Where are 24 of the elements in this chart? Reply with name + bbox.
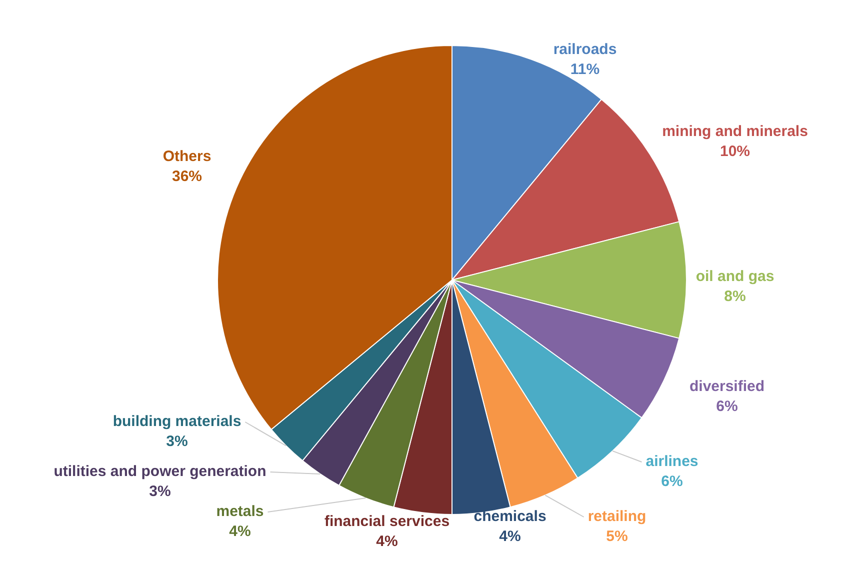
data-label: 3% bbox=[149, 483, 171, 500]
slice-label: chemicals bbox=[474, 508, 546, 526]
data-label: 8% bbox=[724, 288, 746, 306]
slice-label: railroads bbox=[553, 41, 617, 58]
slice-label: Others bbox=[162, 148, 212, 166]
data-label: 4% bbox=[229, 523, 251, 540]
slice-label: diversified bbox=[689, 378, 765, 396]
slice-label: metals bbox=[216, 503, 264, 520]
data-label: 10% bbox=[720, 143, 750, 160]
data-label: 4% bbox=[499, 528, 521, 546]
data-label: 6% bbox=[716, 398, 738, 416]
slice-label: oil and gas bbox=[696, 268, 774, 286]
slice-label: utilities and power generation bbox=[54, 463, 266, 480]
data-label: 5% bbox=[606, 528, 628, 546]
slice-label: building materials bbox=[112, 413, 242, 430]
data-label: 4% bbox=[376, 533, 398, 550]
data-label: 3% bbox=[166, 433, 188, 450]
data-label: 36% bbox=[172, 168, 202, 186]
data-label: 11% bbox=[570, 61, 600, 78]
slice-label: financial services bbox=[324, 513, 450, 530]
slice-label: mining and minerals bbox=[662, 123, 808, 140]
slice-label: retailing bbox=[588, 508, 646, 526]
slice-label: airlines bbox=[646, 453, 698, 470]
data-label: 6% bbox=[661, 473, 683, 490]
